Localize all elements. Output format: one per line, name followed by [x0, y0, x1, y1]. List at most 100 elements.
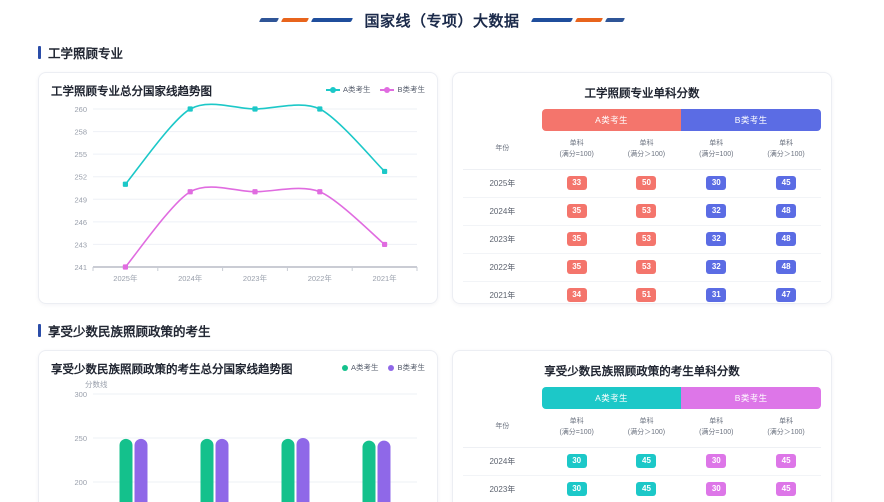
- decorative-arrow-left-icon: [259, 18, 354, 22]
- svg-text:2021年: 2021年: [373, 273, 398, 283]
- table-row: 2023年 30 45 30 45: [463, 475, 821, 502]
- chart-legend: A类考生 B类考生: [325, 83, 425, 95]
- cell-score: 32: [681, 197, 752, 226]
- svg-text:249: 249: [74, 195, 87, 204]
- score-badge: 35: [566, 260, 587, 274]
- table-row: 2024年 35 53 32 48: [463, 197, 821, 226]
- legend-label-b: B类考生: [397, 363, 425, 372]
- score-badge: 30: [706, 176, 727, 190]
- score-badge: 48: [776, 260, 797, 274]
- group-header-b: B类考生: [681, 109, 821, 131]
- score-badge: 32: [706, 260, 727, 274]
- score-badge: 47: [776, 288, 797, 303]
- column-header-a-gt100: 单科 (满分＞100): [611, 409, 682, 448]
- cell-score: 30: [681, 169, 752, 198]
- cell-score: 30: [681, 447, 752, 476]
- cell-score: 35: [541, 253, 612, 282]
- score-badge: 48: [776, 204, 797, 218]
- table-title: 工学照顾专业单科分数: [584, 88, 700, 100]
- cell-score: 30: [542, 475, 612, 502]
- score-badge: 45: [776, 176, 797, 190]
- y-axis-name: 分数线: [85, 380, 108, 389]
- svg-text:258: 258: [74, 128, 87, 137]
- legend-item-a[interactable]: A类考生: [325, 84, 370, 95]
- column-header-a-eq100: 单科 (满分=100): [541, 131, 612, 170]
- svg-text:246: 246: [74, 218, 87, 227]
- table-row: 2022年 35 53 32 48: [463, 253, 821, 282]
- svg-text:300: 300: [74, 390, 87, 399]
- chart-header: 工学照顾专业总分国家线趋势图 A类考生 B类考生: [51, 83, 425, 99]
- score-badge: 45: [776, 482, 797, 497]
- legend-item-b[interactable]: B类考生: [380, 84, 425, 95]
- cell-year: 2023年: [489, 484, 516, 494]
- legend-line-icon-a: [325, 86, 340, 93]
- section-accent-bar: [38, 323, 41, 337]
- cell-score: 35: [541, 225, 612, 254]
- legend-item-b[interactable]: B类考生: [388, 362, 425, 373]
- cell-score: 45: [751, 447, 821, 476]
- score-badge: 34: [566, 288, 587, 303]
- score-badge: 30: [566, 482, 587, 497]
- score-badge: 53: [636, 204, 657, 218]
- column-header-b-eq100: 单科 (满分=100): [681, 409, 752, 448]
- score-badge: 33: [566, 176, 587, 190]
- cell-year: 2022年: [463, 253, 542, 282]
- cell-score: 32: [681, 253, 752, 282]
- table-row: 2023年 35 53 32 48: [463, 225, 821, 254]
- cell-score: 33: [541, 169, 612, 198]
- decorative-arrow-right-icon: [530, 18, 625, 22]
- legend-item-a[interactable]: A类考生: [341, 362, 379, 373]
- legend-line-icon-b: [380, 86, 395, 93]
- section-heading-label: 工学照顾专业: [48, 46, 124, 61]
- section-heading-minority: 享受少数民族照顾政策的考生: [0, 318, 884, 342]
- engineering-score-table: A类考生 B类考生 年份 单科 (满分=100) 单科 (满分＞100): [463, 109, 821, 309]
- table-body: 2025年 33 50 30 45 2024年 35 53 32 48 2023年 35 53 32 48 2…: [463, 169, 821, 309]
- svg-text:200: 200: [74, 478, 87, 487]
- legend-label-a: A类考生: [350, 363, 379, 372]
- legend-dot-icon-a: [341, 364, 348, 371]
- cell-score: 31: [681, 281, 751, 309]
- cell-score: 34: [542, 281, 612, 309]
- table-group-header-row: A类考生 B类考生: [463, 387, 821, 409]
- cell-score: 47: [751, 281, 821, 309]
- table-row: 2025年 33 50 30 45: [463, 169, 821, 198]
- section-heading-label: 享受少数民族照顾政策的考生: [48, 324, 211, 339]
- table-body: 2024年 30 45 30 45 2023年 30 45 30 45: [463, 447, 821, 502]
- cell-score: 53: [611, 225, 682, 254]
- legend-label-b: B类考生: [397, 85, 425, 94]
- cell-score: 48: [751, 225, 821, 254]
- svg-text:250: 250: [74, 434, 87, 443]
- score-badge: 31: [706, 288, 727, 303]
- svg-text:2025年: 2025年: [113, 273, 138, 283]
- score-badge: 35: [566, 232, 587, 246]
- svg-text:2023年: 2023年: [243, 273, 268, 283]
- cell-score: 53: [611, 253, 682, 282]
- cell-score: 48: [751, 253, 821, 282]
- score-badge: 53: [636, 260, 657, 274]
- score-badge: 30: [706, 454, 727, 468]
- score-badge: 50: [636, 176, 657, 190]
- cell-year: 2024年: [463, 197, 542, 226]
- cell-score: 48: [751, 197, 821, 226]
- bar-chart-plot: 150200250300: [74, 390, 417, 502]
- column-header-b-gt100: 单科 (满分＞100): [751, 131, 821, 170]
- cell-score: 35: [541, 197, 612, 226]
- score-badge: 32: [706, 204, 727, 218]
- engineering-trend-chart-card: 工学照顾专业总分国家线趋势图 A类考生 B类考生 241 243 246 249 252…: [38, 72, 438, 304]
- cell-year: 2025年: [463, 169, 542, 198]
- score-badge: 45: [636, 482, 657, 497]
- cell-year: 2023年: [463, 225, 542, 254]
- section-accent-bar: [38, 45, 41, 59]
- score-badge: 48: [776, 232, 797, 246]
- column-header-year: 年份: [463, 409, 542, 448]
- svg-text:255: 255: [74, 150, 87, 159]
- svg-text:241: 241: [74, 263, 87, 272]
- cell-score: 45: [612, 475, 682, 502]
- section-heading-engineering: 工学照顾专业: [0, 40, 884, 64]
- chart-header: 享受少数民族照顾政策的考生总分国家线趋势图 A类考生 B类考生: [51, 361, 425, 377]
- chart-title: 工学照顾专业总分国家线趋势图: [51, 86, 212, 98]
- column-header-b-eq100: 单科 (满分=100): [681, 131, 752, 170]
- group-header-b: B类考生: [681, 387, 821, 409]
- cell-score: 45: [751, 169, 821, 198]
- cell-year: 2021年: [489, 290, 516, 300]
